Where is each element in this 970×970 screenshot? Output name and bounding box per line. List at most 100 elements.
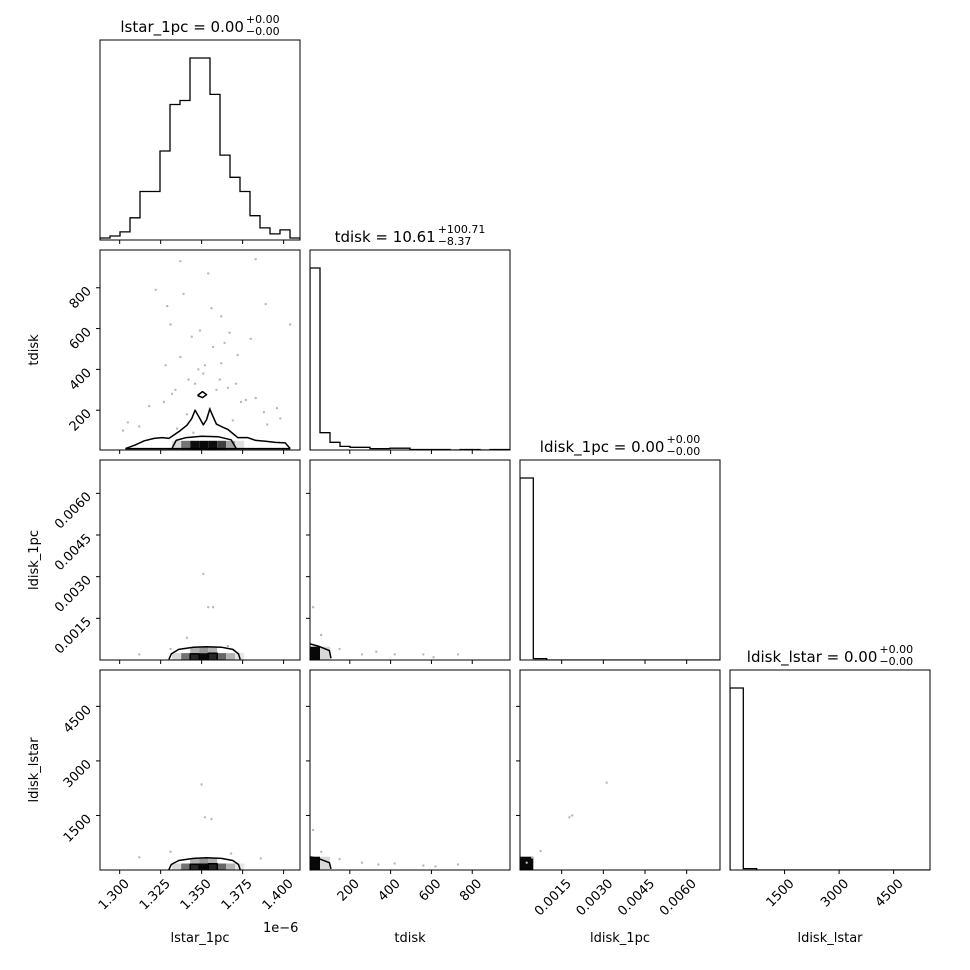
histogram-tdisk	[310, 267, 510, 450]
sample-point	[259, 857, 262, 860]
sample-point	[164, 364, 167, 367]
density-cell	[208, 858, 218, 864]
sample-point	[169, 647, 172, 651]
sample-point	[179, 260, 182, 263]
sample-point	[197, 368, 200, 371]
y-axis-label-tdisk: tdisk	[27, 334, 42, 366]
sample-point	[138, 653, 141, 656]
sample-point	[393, 653, 396, 656]
sample-point	[320, 850, 323, 853]
sample-point	[223, 341, 226, 345]
sample-point	[231, 419, 234, 422]
x-offset-text: 1e−6	[263, 921, 298, 936]
sample-point	[220, 362, 223, 365]
sample-point	[169, 850, 172, 853]
sample-point	[185, 413, 189, 416]
y-tick-label: 0.0030	[52, 573, 95, 616]
sample-point	[187, 378, 190, 381]
histogram-ldisk_lstar	[730, 687, 930, 870]
sample-point	[126, 421, 130, 424]
x-tick-label: 1500	[764, 876, 798, 910]
x-tick-label: 3000	[818, 876, 852, 910]
histogram-lstar_1pc	[100, 57, 300, 240]
density-cell	[217, 863, 227, 870]
sample-point	[190, 335, 193, 338]
sample-point	[226, 644, 230, 648]
x-tick-label: 1.350	[178, 876, 215, 913]
y-tick-label: 0.0015	[52, 615, 95, 658]
histogram-step-ldisk_lstar	[730, 687, 930, 870]
sample-point	[568, 816, 571, 819]
sample-point	[218, 378, 221, 381]
sample-point	[179, 355, 182, 359]
sample-point	[360, 861, 364, 864]
contour-line	[168, 857, 241, 870]
y-tick-label: 4500	[61, 703, 95, 737]
sample-point	[198, 329, 202, 332]
title-text: ldisk_1pc = 0.00	[540, 438, 665, 457]
title-text: lstar_1pc = 0.00	[120, 18, 244, 37]
sample-point	[279, 417, 282, 420]
panel-frame-tdisk-vs-ldisk_1pc	[309, 459, 511, 661]
sample-point	[275, 407, 279, 410]
density-cell	[310, 646, 320, 660]
title-ldisk_lstar: ldisk_lstar = 0.00 +0.00−0.00	[747, 643, 913, 668]
sample-point	[244, 398, 248, 402]
x-tick-label: 600	[416, 876, 444, 904]
contour-line	[125, 408, 291, 450]
sample-point	[254, 396, 257, 400]
x-axis-label-ldisk_lstar: ldisk_lstar	[797, 931, 863, 946]
density-cell	[172, 440, 182, 450]
panel-frame-lstar_1pc-vs-tdisk	[99, 249, 301, 451]
sample-point	[211, 345, 215, 349]
x-axis-label-tdisk: tdisk	[394, 931, 426, 946]
sample-point	[207, 272, 210, 275]
sample-point	[202, 372, 205, 375]
density-cell	[199, 440, 209, 450]
x-tick-label: 800	[457, 876, 485, 904]
title-ldisk_1pc: ldisk_1pc = 0.00 +0.00−0.00	[540, 433, 700, 458]
histogram-step-tdisk	[310, 267, 510, 450]
sample-point	[236, 353, 239, 357]
density-cell	[181, 863, 191, 870]
density-cell	[199, 858, 209, 864]
contour-line	[207, 652, 218, 660]
sample-point	[249, 337, 252, 340]
title-upper-error: +0.00	[246, 13, 280, 26]
sample-point	[531, 856, 534, 859]
density-cell	[226, 863, 236, 870]
sample-point	[228, 331, 231, 334]
x-tick-label: 1.300	[96, 876, 133, 913]
sample-point	[138, 856, 141, 859]
histogram-step-ldisk_1pc	[520, 477, 720, 660]
y-tick-label: 600	[67, 325, 95, 353]
sample-point	[210, 817, 213, 821]
sample-point	[320, 633, 323, 637]
sample-point	[203, 364, 207, 367]
contour-line	[207, 863, 218, 870]
title-text: tdisk = 10.61	[335, 228, 436, 246]
density-cell	[208, 653, 218, 660]
sample-point	[215, 388, 218, 391]
sample-point	[338, 857, 341, 861]
contour-line	[189, 653, 200, 660]
scatter-panel-lstar_1pc-vs-ldisk_1pc	[138, 572, 245, 660]
density-cell	[190, 647, 200, 654]
scatter-panel-lstar_1pc-vs-tdisk	[121, 258, 292, 450]
sample-point	[182, 292, 185, 296]
sample-point	[226, 386, 230, 389]
title-lower-error: −0.00	[667, 445, 701, 458]
density-cell	[181, 440, 191, 450]
x-tick-label: 0.0060	[657, 876, 700, 919]
density-cell	[190, 440, 200, 450]
density-cell	[181, 653, 191, 660]
scatter-panel-ldisk_1pc-vs-ldisk_lstar	[520, 781, 608, 870]
density-cell	[190, 653, 200, 660]
contour-line	[310, 643, 332, 659]
panel-frame-lstar_1pc-vs-ldisk_lstar	[99, 669, 301, 871]
density-cell	[226, 440, 236, 450]
sample-point	[422, 864, 425, 867]
sample-point	[432, 656, 435, 659]
histogram-step-lstar_1pc	[100, 57, 300, 240]
